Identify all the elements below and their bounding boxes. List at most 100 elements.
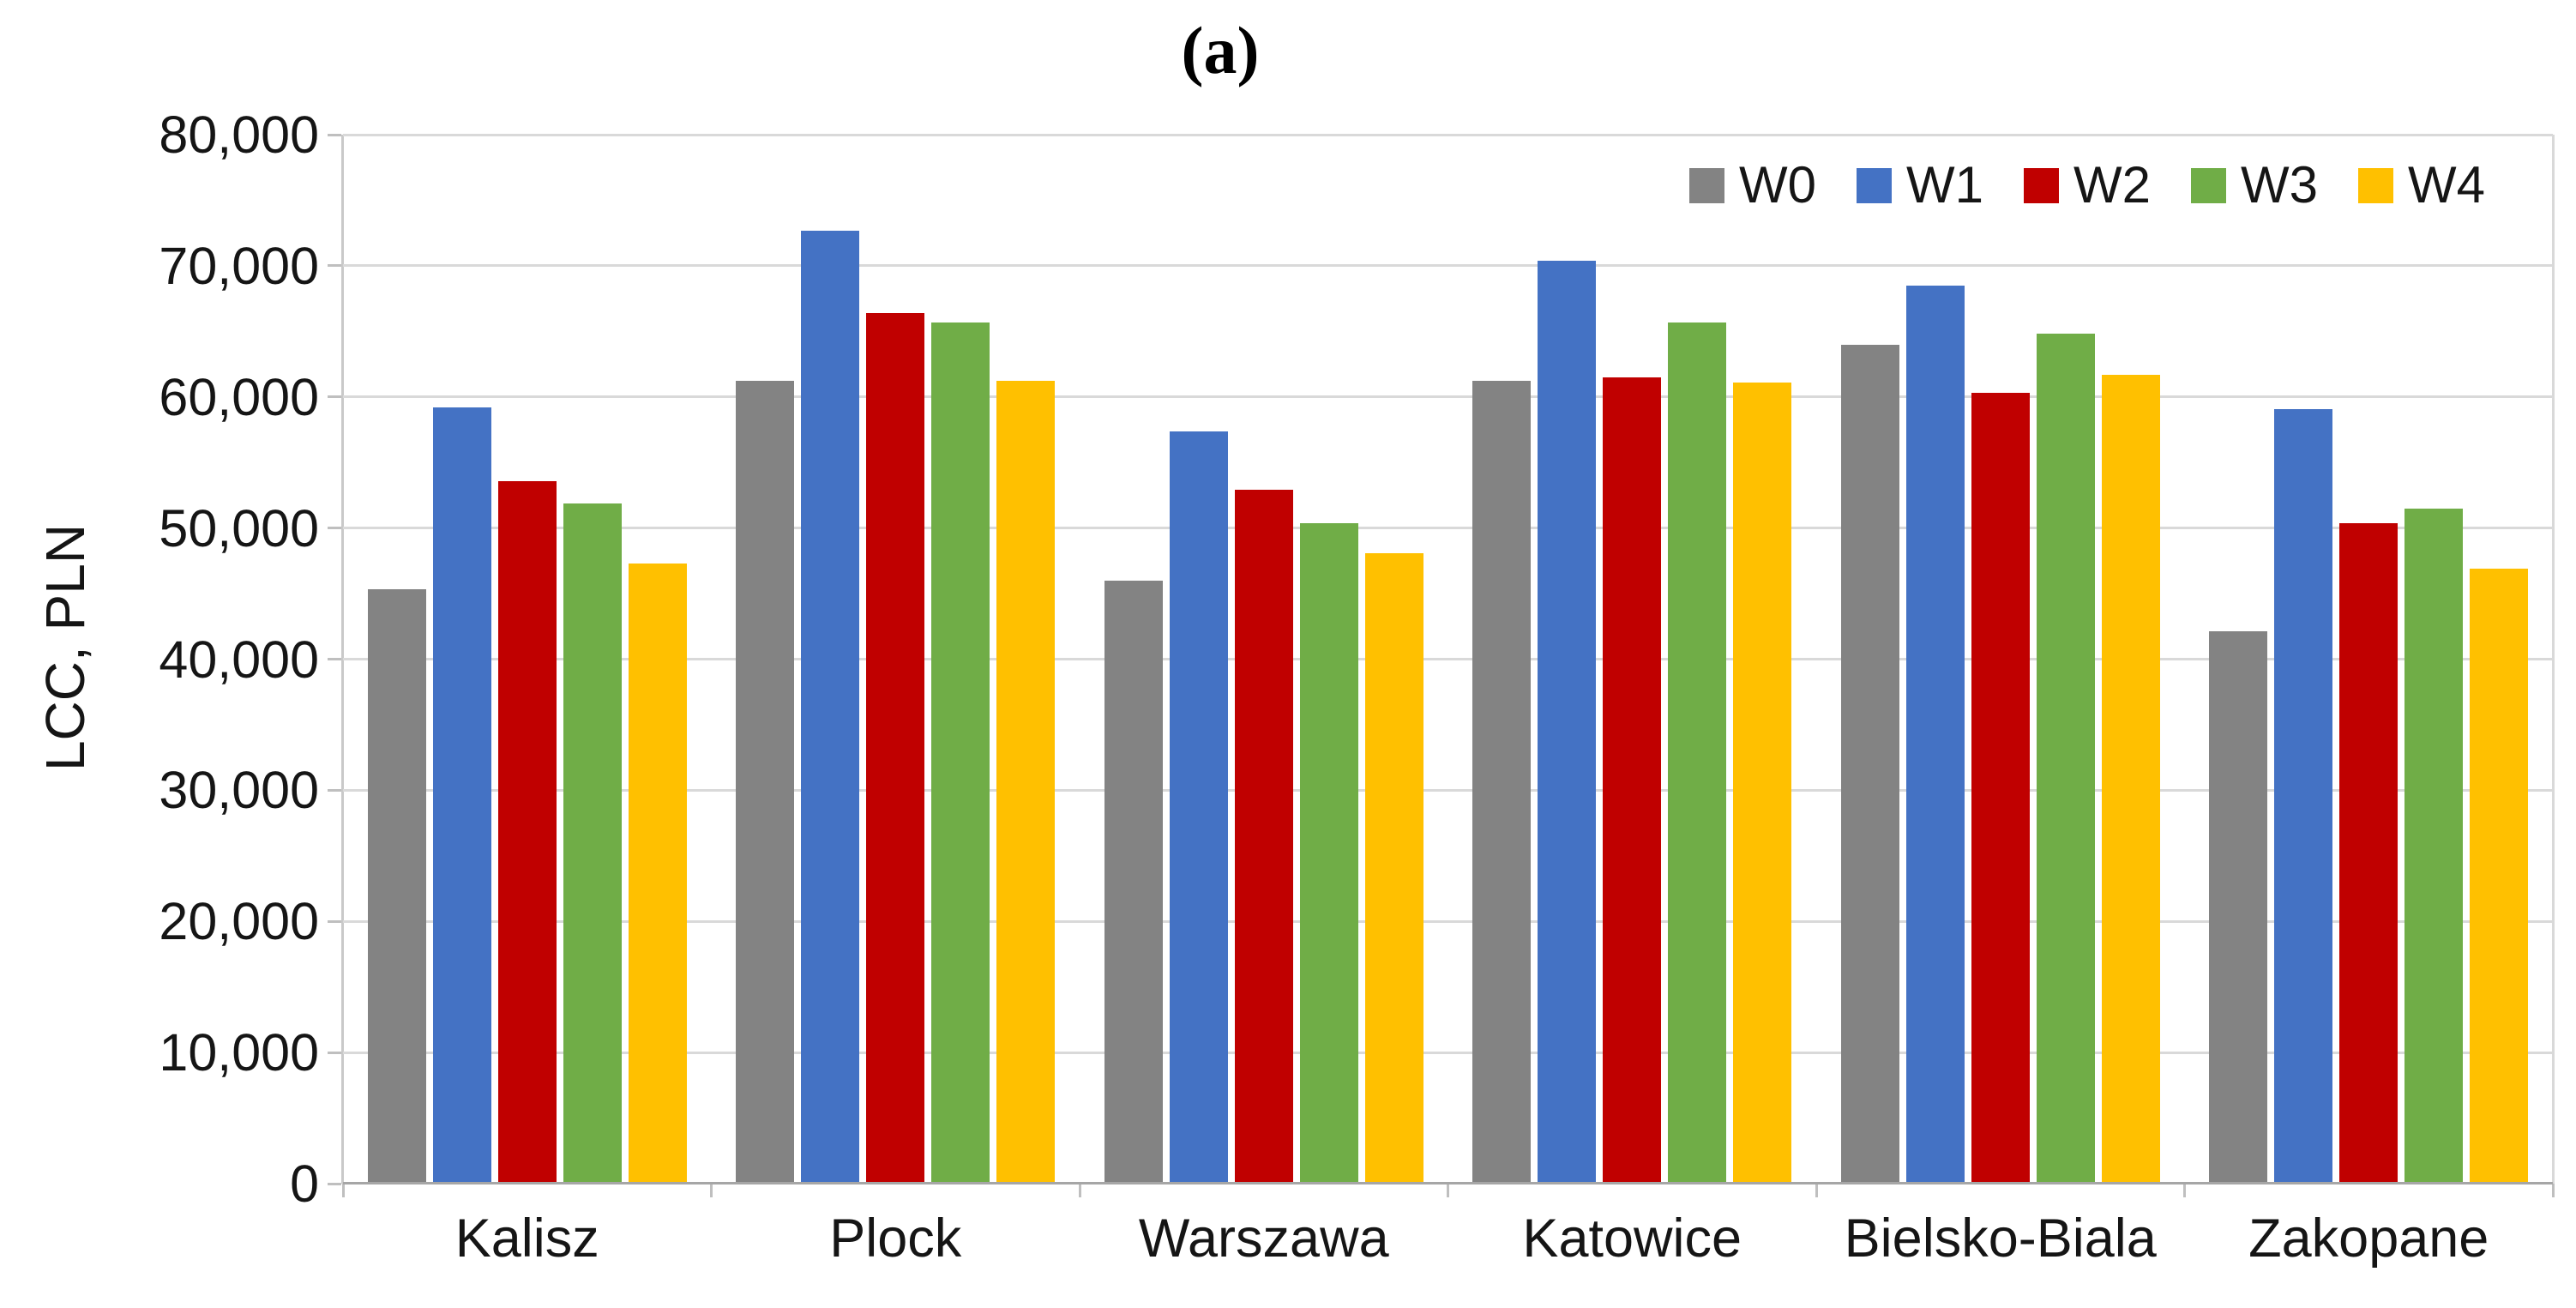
bar-W2-Zakopane xyxy=(2339,522,2398,1184)
x-label-Warszawa: Warszawa xyxy=(1138,1209,1389,1269)
bar-W4-Plock xyxy=(996,381,1056,1184)
bar-W1-Warszawa xyxy=(1169,431,1228,1184)
legend: W0 W1 W2 W3 W4 xyxy=(1689,160,2485,211)
bar-W1-Plock xyxy=(801,230,860,1184)
x-axis-line xyxy=(343,1182,2553,1184)
x-axis-category-labels: Kalisz Plock Warszawa Katowice Bielsko-Biala… xyxy=(343,1208,2553,1269)
y-tick-label-0: 0 xyxy=(290,1154,319,1213)
y-tick-label-10,000: 10,000 xyxy=(159,1023,319,1082)
y-tick-label-50,000: 50,000 xyxy=(159,498,319,558)
bar-W1-Bielsko-Biala xyxy=(1905,285,1965,1184)
legend-swatch-W3 xyxy=(2191,167,2226,203)
legend-label-W0: W0 xyxy=(1739,156,1816,214)
bar-W2-Bielsko-Biala xyxy=(1971,393,2030,1184)
y-axis-title: LCC, PLN xyxy=(34,523,96,772)
y-tick-label-40,000: 40,000 xyxy=(159,630,319,689)
legend-label-W4: W4 xyxy=(2408,156,2485,214)
bar-W4-Katowice xyxy=(1733,382,1792,1184)
bar-group-Katowice xyxy=(1448,135,1817,1184)
legend-swatch-W0 xyxy=(1689,167,1724,203)
x-label-Plock: Plock xyxy=(829,1209,962,1269)
gridline-60,000 xyxy=(343,395,2553,399)
legend-label-W3: W3 xyxy=(2241,156,2318,214)
y-tick-mark-40,000 xyxy=(328,658,341,660)
x-tick-mark-1 xyxy=(710,1184,713,1197)
legend-item-W3: W3 xyxy=(2191,160,2318,211)
legend-item-W1: W1 xyxy=(1857,160,1983,211)
bar-W2-Warszawa xyxy=(1234,490,1293,1184)
y-tick-mark-60,000 xyxy=(328,395,341,399)
y-tick-label-80,000: 80,000 xyxy=(159,105,319,164)
bar-W2-Plock xyxy=(866,312,925,1184)
bar-group-Zakopane xyxy=(2185,135,2554,1184)
y-tick-label-70,000: 70,000 xyxy=(159,236,319,295)
y-tick-mark-0 xyxy=(328,1182,341,1185)
bar-W1-Kalisz xyxy=(432,407,491,1184)
bar-W3-Bielsko-Biala xyxy=(2036,334,2095,1184)
legend-swatch-W4 xyxy=(2358,167,2393,203)
legend-label-W2: W2 xyxy=(2073,156,2151,214)
gridline-50,000 xyxy=(343,527,2553,530)
bar-W0-Warszawa xyxy=(1104,580,1163,1184)
bar-group-Warszawa xyxy=(1080,135,1448,1184)
bar-W2-Katowice xyxy=(1603,377,1662,1184)
legend-item-W0: W0 xyxy=(1689,160,1816,211)
bar-W0-Katowice xyxy=(1472,381,1532,1184)
y-axis-tick-labels: 0 10,000 20,000 30,000 40,000 50,000 60,000 70,… xyxy=(103,108,319,1210)
legend-item-W2: W2 xyxy=(2024,160,2151,211)
x-label-Zakopane: Zakopane xyxy=(2248,1209,2489,1269)
y-tick-mark-50,000 xyxy=(328,527,341,530)
gridline-80,000 xyxy=(343,133,2553,136)
y-tick-mark-80,000 xyxy=(328,133,341,136)
bar-W4-Kalisz xyxy=(628,563,687,1184)
bar-group-Kalisz xyxy=(343,135,712,1184)
gridline-10,000 xyxy=(343,1051,2553,1054)
x-label-Bielsko-Biala: Bielsko-Biala xyxy=(1844,1209,2157,1269)
y-tick-label-60,000: 60,000 xyxy=(159,367,319,426)
bar-W0-Zakopane xyxy=(2209,631,2268,1184)
bar-W0-Bielsko-Biala xyxy=(1840,344,1899,1184)
x-tick-mark-4 xyxy=(1815,1184,1818,1197)
legend-swatch-W1 xyxy=(1857,167,1892,203)
x-tick-mark-6 xyxy=(2551,1184,2555,1197)
bar-W4-Zakopane xyxy=(2470,569,2529,1184)
bar-W3-Kalisz xyxy=(563,503,622,1184)
bar-W4-Bielsko-Biala xyxy=(2101,374,2160,1184)
legend-item-W4: W4 xyxy=(2358,160,2485,211)
bar-W0-Plock xyxy=(736,381,795,1184)
bar-W3-Zakopane xyxy=(2404,508,2464,1184)
y-tick-mark-30,000 xyxy=(328,788,341,792)
y-axis-line xyxy=(341,135,344,1184)
y-tick-label-30,000: 30,000 xyxy=(159,761,319,820)
bar-W4-Warszawa xyxy=(1364,552,1423,1184)
gridline-30,000 xyxy=(343,788,2553,792)
bar-W3-Katowice xyxy=(1668,322,1727,1184)
legend-label-W1: W1 xyxy=(1906,156,1983,214)
x-tick-mark-3 xyxy=(1447,1184,1449,1197)
chart-title: (a) xyxy=(1181,13,1260,87)
plot-right-border xyxy=(2552,135,2555,1184)
plot-area xyxy=(328,133,2555,1197)
legend-swatch-W2 xyxy=(2024,167,2059,203)
bar-W1-Katowice xyxy=(1538,260,1597,1184)
gridline-40,000 xyxy=(343,658,2553,660)
y-tick-mark-10,000 xyxy=(328,1051,341,1054)
gridline-70,000 xyxy=(343,264,2553,268)
x-tick-mark-0 xyxy=(341,1184,345,1197)
bar-W1-Zakopane xyxy=(2274,408,2333,1184)
y-tick-mark-20,000 xyxy=(328,919,341,923)
bar-groups xyxy=(343,135,2553,1184)
x-tick-mark-5 xyxy=(2183,1184,2186,1197)
y-tick-label-20,000: 20,000 xyxy=(159,892,319,951)
x-label-Katowice: Katowice xyxy=(1522,1209,1742,1269)
bar-group-Plock xyxy=(712,135,1080,1184)
bar-W3-Plock xyxy=(931,322,990,1184)
bar-W2-Kalisz xyxy=(497,480,557,1184)
bar-W0-Kalisz xyxy=(367,589,426,1184)
y-tick-mark-70,000 xyxy=(328,264,341,268)
x-label-Kalisz: Kalisz xyxy=(454,1209,599,1269)
bar-group-Bielsko-Biala xyxy=(1816,135,2185,1184)
bar-W3-Warszawa xyxy=(1299,522,1358,1184)
gridline-20,000 xyxy=(343,919,2553,923)
